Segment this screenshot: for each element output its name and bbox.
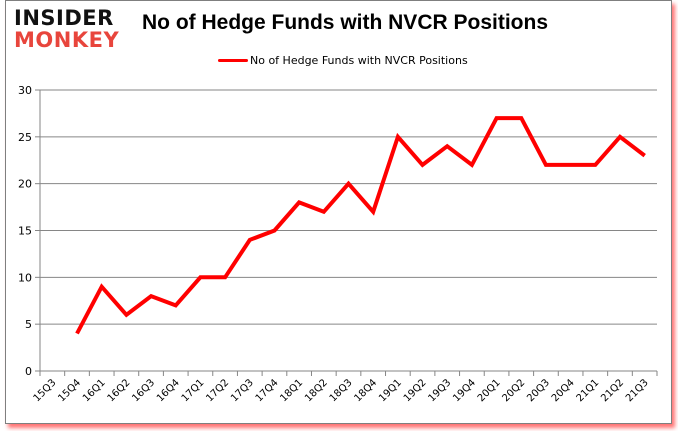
x-tick-label: 18Q3 — [328, 377, 355, 404]
x-tick-label: 17Q2 — [204, 377, 231, 404]
y-tick-label: 20 — [18, 178, 32, 191]
x-tick-label: 21Q3 — [624, 377, 651, 404]
x-tick-label: 16Q1 — [81, 377, 108, 404]
legend-line-icon — [218, 59, 248, 62]
x-tick-label: 19Q3 — [426, 377, 453, 404]
x-axis-ticks: 15Q315Q416Q116Q216Q316Q417Q117Q217Q317Q4… — [32, 371, 658, 404]
x-tick-label: 21Q2 — [599, 377, 626, 404]
x-tick-label: 18Q2 — [303, 377, 330, 404]
x-tick-label: 17Q3 — [229, 377, 256, 404]
insider-monkey-logo: INSIDER MONKEY — [14, 8, 126, 51]
x-tick-label: 16Q2 — [106, 377, 133, 404]
x-tick-label: 19Q2 — [402, 377, 429, 404]
legend-label: No of Hedge Funds with NVCR Positions — [250, 54, 468, 67]
x-tick-label: 20Q4 — [550, 377, 577, 404]
x-tick-label: 18Q1 — [278, 377, 305, 404]
x-tick-label: 15Q3 — [32, 377, 59, 404]
x-tick-label: 21Q1 — [575, 377, 602, 404]
chart-frame — [5, 0, 672, 424]
y-tick-label: 0 — [25, 365, 32, 378]
x-tick-label: 16Q4 — [155, 377, 182, 404]
y-tick-label: 10 — [18, 271, 32, 284]
x-tick-label: 20Q1 — [476, 377, 503, 404]
y-tick-label: 5 — [25, 318, 32, 331]
x-tick-label: 20Q3 — [525, 377, 552, 404]
gridlines — [40, 89, 657, 325]
logo-line-1: INSIDER — [14, 6, 114, 30]
x-tick-label: 15Q4 — [56, 377, 83, 404]
x-tick-label: 16Q3 — [130, 377, 157, 404]
x-tick-label: 17Q1 — [180, 377, 207, 404]
x-tick-label: 17Q4 — [254, 377, 281, 404]
x-tick-label: 18Q4 — [352, 377, 379, 404]
logo-line-2: MONKEY — [14, 28, 120, 52]
series-line — [75, 116, 646, 335]
y-tick-label: 15 — [18, 225, 32, 238]
x-tick-label: 19Q1 — [377, 377, 404, 404]
y-tick-label: 25 — [18, 131, 32, 144]
chart-legend: No of Hedge Funds with NVCR Positions — [218, 54, 468, 67]
x-tick-label: 20Q2 — [501, 377, 528, 404]
y-tick-label: 30 — [18, 84, 32, 97]
chart-title: No of Hedge Funds with NVCR Positions — [142, 11, 548, 34]
x-tick-label: 19Q4 — [451, 377, 478, 404]
y-axis-ticks: 0 5 10 15 20 25 30 — [18, 84, 40, 378]
